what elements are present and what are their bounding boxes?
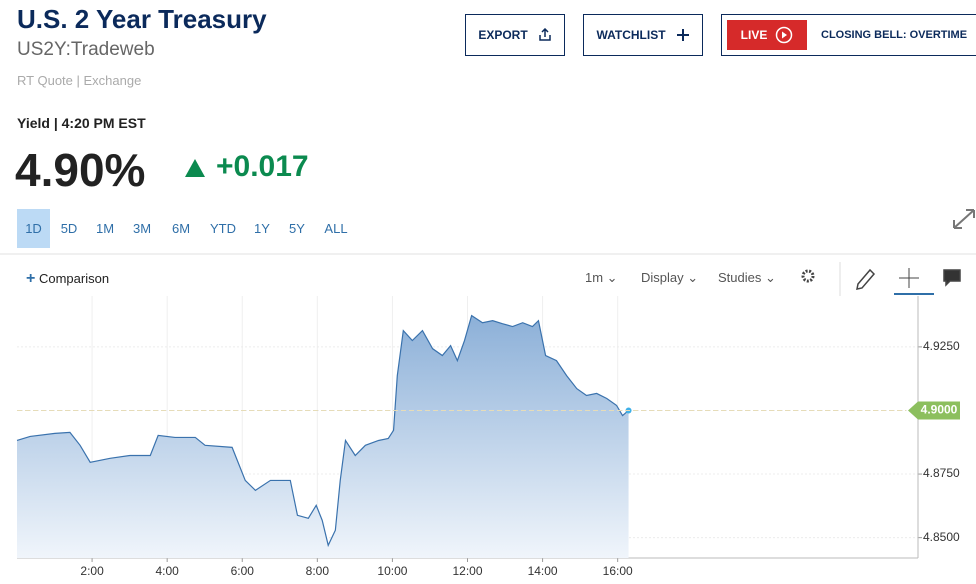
settings-icon[interactable] [801,269,815,283]
expand-icon[interactable] [953,209,975,229]
x-tick-label: 10:00 [377,564,407,578]
live-show: CLOSING BELL: OVERTIME [821,29,968,41]
price: 4.90% [15,144,146,196]
last-value-tag [908,401,960,420]
range-tab[interactable]: 5Y [289,221,305,236]
x-tick-label: 8:00 [306,564,330,578]
range-tab[interactable]: 3M [132,221,152,236]
plus-icon [676,29,689,41]
crosshair-icon[interactable] [899,268,919,288]
live-label: LIVE [740,28,768,42]
live-button[interactable]: LIVE CLOSING BELL: OVERTIME [721,14,976,56]
x-tick-label: 16:00 [603,564,633,578]
y-tick-label: 4.8750 [923,466,960,480]
line [16,314,629,548]
x-tick-label: 14:00 [528,564,558,578]
last-value-label: 4.9000 [921,403,958,417]
comment-icon[interactable] [943,269,961,287]
interval-label: 1m [585,270,604,285]
draw-icon[interactable] [856,268,876,290]
watchlist-button[interactable]: WATCHLIST [583,14,703,56]
symbol: US2Y:Tradeweb [17,39,155,60]
tool-icons [801,209,975,290]
quote-source: RT Quote | Exchange [17,73,142,88]
x-tick-label: 4:00 [155,564,179,578]
y-tick-label: 4.9250 [923,339,960,353]
comparison-button[interactable]: + Comparison [26,270,110,287]
interval-menu[interactable]: 1m ⌄ [585,270,618,285]
title: U.S. 2 Year Treasury [17,4,267,34]
x-tick-label: 6:00 [231,564,255,578]
range-tab[interactable]: 1M [95,221,115,236]
range-tab[interactable]: 5D [60,221,78,236]
export-button[interactable]: EXPORT [465,14,565,56]
y-tick-label: 4.8500 [923,530,960,544]
x-tick-label: 2:00 [80,564,104,578]
export-icon [538,28,551,41]
studies-menu[interactable]: Studies ⌄ [718,270,776,285]
range-tab[interactable]: YTD [210,221,236,236]
change: +0.017 [216,150,309,183]
watchlist-label: WATCHLIST [596,28,666,42]
x-tick-label: 12:00 [452,564,482,578]
comparison-label: Comparison [38,271,110,286]
studies-label: Studies [718,270,762,285]
range-tab[interactable]: 6M [171,221,191,236]
range-tab[interactable]: 1D [17,209,50,248]
play-icon [776,26,793,44]
quote-time: Yield | 4:20 PM EST [17,115,146,131]
display-label: Display [641,270,684,285]
export-label: EXPORT [478,28,528,42]
display-menu[interactable]: Display ⌄ [641,270,699,285]
range-tab[interactable]: ALL [324,221,348,236]
up-arrow [185,159,205,177]
area [17,315,629,558]
live-badge: LIVE [727,20,807,50]
range-tab[interactable]: 1Y [254,221,270,236]
